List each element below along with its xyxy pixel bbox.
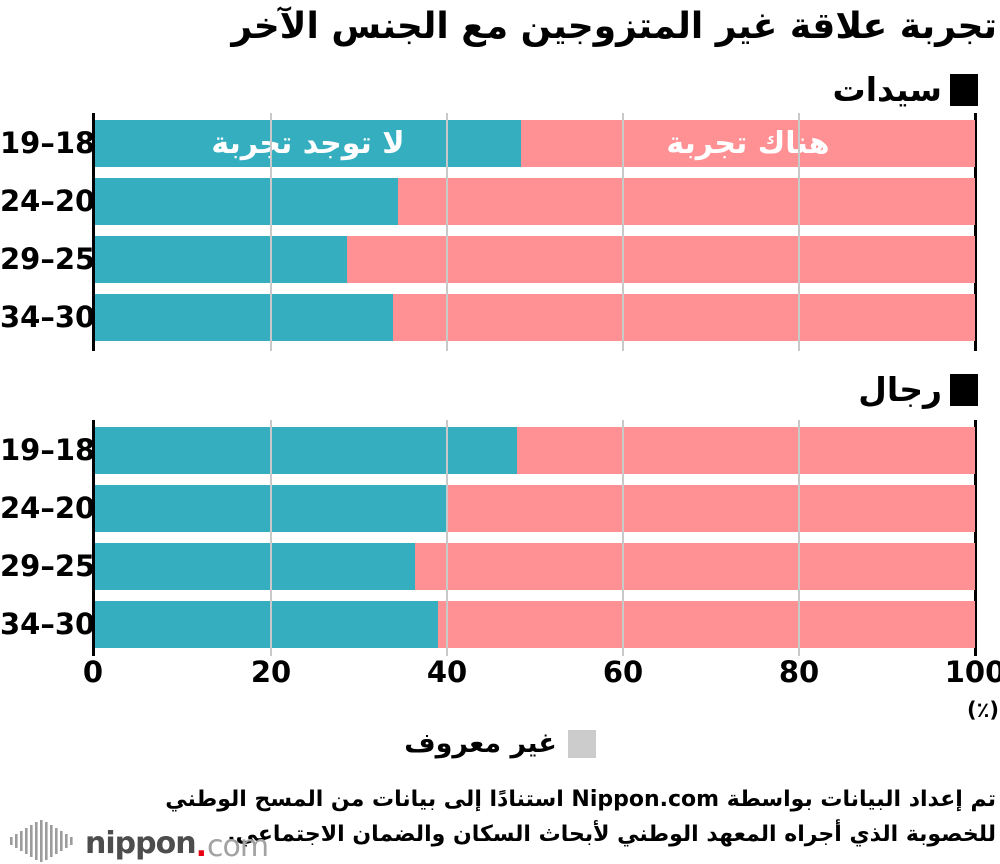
bars (95, 427, 975, 659)
bar-row (95, 601, 975, 648)
category-label: 34–30 (0, 300, 96, 334)
source-note-line2: للخصوبة الذي أجراه المعهد الوطني لأبحاث … (227, 822, 996, 847)
black-square-marker-icon (950, 73, 978, 106)
section-label-men: رجال (858, 370, 942, 409)
axis-line-left (92, 420, 95, 656)
bar-row (95, 236, 975, 283)
gridline (446, 113, 448, 351)
legend-label-unknown: غير معروف (404, 728, 557, 759)
gridline (798, 113, 800, 351)
source-note-line1: تم إعداد البيانات بواسطة Nippon.com استن… (165, 787, 996, 812)
segment-has-experience (415, 543, 975, 590)
category-label: 24–20 (0, 184, 96, 218)
segment-has-experience (397, 178, 975, 225)
category-label: 34–30 (0, 607, 96, 641)
axis-line-right (974, 113, 977, 351)
bar-row (95, 543, 975, 590)
section-label-women: سيدات (832, 70, 942, 109)
source-note: تم إعداد البيانات بواسطة Nippon.com استن… (0, 782, 996, 852)
category-label: 24–20 (0, 491, 96, 525)
segment-has-experience (438, 601, 975, 648)
category-label: 19–18 (0, 126, 96, 160)
gridline (270, 113, 272, 351)
segment-label-no-experience: لا توجد تجربة (211, 126, 405, 161)
bar-row (95, 178, 975, 225)
axis-tick-label: 100 (944, 655, 1000, 689)
bar-row (95, 427, 975, 474)
chart-women: لا توجد تجربة هناك تجربة 19–18 24–20 29–25 3… (0, 113, 1000, 351)
gridline (798, 420, 800, 656)
segment-no-experience (95, 236, 347, 283)
x-axis: 0 20 40 60 80 100 (0, 655, 1000, 691)
category-label: 29–25 (0, 549, 96, 583)
gridline (446, 420, 448, 656)
axis-tick-label: 0 (82, 655, 104, 689)
bar-row (95, 485, 975, 532)
nippon-logo-dot: . (195, 829, 207, 864)
axis-line-right (974, 420, 977, 656)
segment-no-experience (95, 543, 416, 590)
nippon-logo-text: nippon (85, 826, 197, 861)
segment-no-experience (95, 601, 439, 648)
section-header-women: سيدات (833, 70, 978, 109)
gray-square-legend-icon (567, 729, 596, 758)
axis-tick-label: 40 (426, 655, 468, 689)
section-header-men: رجال (858, 370, 978, 409)
segment-has-experience: هناك تجربة (520, 120, 975, 167)
bars: لا توجد تجربة هناك تجربة (95, 120, 975, 352)
page-title: تجربة علاقة غير المتزوجين مع الجنس الآخر (231, 6, 997, 47)
axis-unit-label: (٪) (966, 698, 999, 722)
chart-men: 19–18 24–20 29–25 34–30 (0, 420, 1000, 656)
axis-tick-label: 20 (250, 655, 292, 689)
segment-no-experience (95, 294, 394, 341)
segment-has-experience (393, 294, 975, 341)
nippon-logo-tld: com (206, 829, 269, 864)
axis-line-left (92, 113, 95, 351)
gridline (270, 420, 272, 656)
segment-label-has-experience: هناك تجربة (666, 126, 830, 161)
segment-no-experience (95, 427, 518, 474)
gridline (622, 420, 624, 656)
category-label: 29–25 (0, 242, 96, 276)
segment-has-experience (447, 485, 975, 532)
black-square-marker-icon (950, 373, 978, 406)
segment-no-experience (95, 178, 398, 225)
bar-row: لا توجد تجربة هناك تجربة (95, 120, 975, 167)
legend: غير معروف (0, 728, 1000, 759)
bar-row (95, 294, 975, 341)
segment-no-experience: لا توجد تجربة (95, 120, 521, 167)
category-label: 19–18 (0, 433, 96, 467)
gridline (622, 113, 624, 351)
axis-tick-label: 80 (778, 655, 820, 689)
nippon-logo-bars-icon (10, 820, 73, 862)
segment-has-experience (346, 236, 975, 283)
segment-has-experience (517, 427, 975, 474)
nippon-logo: nippon. com (10, 818, 269, 864)
axis-tick-label: 60 (602, 655, 644, 689)
